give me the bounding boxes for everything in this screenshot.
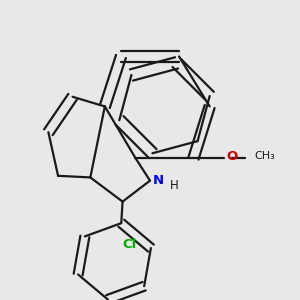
Text: O: O [227,150,238,163]
Text: N: N [152,174,164,187]
Text: CH₃: CH₃ [255,152,276,161]
Text: H: H [170,179,178,192]
Text: Cl: Cl [122,238,136,251]
